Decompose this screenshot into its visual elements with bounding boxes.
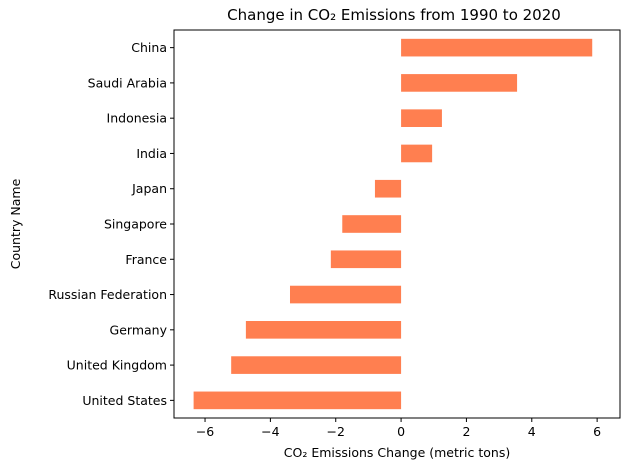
bar-france (330, 250, 402, 269)
bar-singapore (342, 215, 402, 233)
y-tick-label-united-states: United States (82, 393, 167, 408)
y-tick-label-china: China (131, 40, 167, 55)
x-tick-label: 6 (593, 424, 601, 439)
bar-china (401, 38, 593, 57)
bar-united-kingdom (231, 356, 402, 374)
x-tick-label: −2 (327, 424, 345, 439)
x-axis-label: CO₂ Emissions Change (metric tons) (284, 445, 510, 460)
bar-germany (245, 321, 402, 339)
y-tick-label-france: France (125, 252, 167, 267)
bar-russian-federation (289, 285, 402, 304)
x-tick-label: −4 (261, 424, 279, 439)
bar-united-states (193, 391, 402, 410)
y-tick-label-india: India (136, 146, 167, 161)
x-tick-label: 2 (462, 424, 470, 439)
x-tick-label: 0 (397, 424, 405, 439)
chart-title: Change in CO₂ Emissions from 1990 to 202… (227, 6, 561, 24)
x-tick-label: 4 (528, 424, 536, 439)
bar-india (401, 144, 433, 163)
y-tick-label-saudi-arabia: Saudi Arabia (88, 75, 167, 90)
y-tick-label-united-kingdom: United Kingdom (67, 358, 167, 373)
bar-saudi-arabia (401, 74, 518, 92)
y-tick-label-russian-federation: Russian Federation (48, 287, 167, 302)
y-axis-ticks: United States United Kingdom Germany Russia… (48, 40, 174, 408)
bar-japan (374, 179, 402, 198)
y-tick-label-singapore: Singapore (104, 217, 167, 232)
y-axis-label: Country Name (8, 178, 23, 269)
y-tick-label-germany: Germany (110, 322, 168, 337)
x-tick-label: −6 (196, 424, 214, 439)
bars-group (193, 38, 593, 410)
y-tick-label-japan: Japan (131, 181, 167, 196)
y-tick-label-indonesia: Indonesia (107, 111, 167, 126)
bar-indonesia (401, 109, 442, 127)
x-axis-ticks: −6 −4 −2 0 2 4 6 (196, 418, 601, 439)
plot-frame (173, 29, 621, 419)
